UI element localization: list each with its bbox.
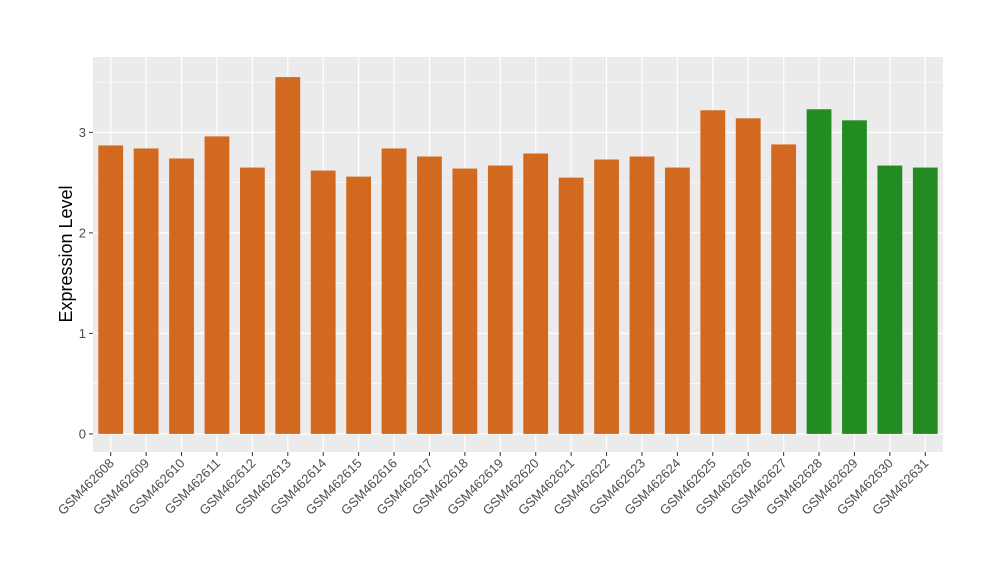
bar-GSM462623	[629, 156, 655, 434]
y-tick-label: 1	[79, 326, 86, 341]
bar-GSM462611	[204, 136, 230, 434]
y-axis: 0 1 2 3	[79, 125, 93, 441]
bar-GSM462614	[310, 170, 336, 434]
bar-GSM462620	[523, 153, 549, 434]
y-tick-label: 3	[79, 125, 86, 140]
bar-GSM462618	[452, 168, 478, 434]
bar-GSM462615	[346, 176, 372, 434]
bar-GSM462630	[877, 165, 903, 434]
y-axis-title: Expression Level	[56, 185, 76, 322]
bar-GSM462628	[806, 109, 832, 434]
plot-panel	[93, 57, 943, 452]
bar-GSM462622	[594, 159, 619, 434]
bar-GSM462629	[842, 120, 867, 434]
bar-GSM462610	[169, 158, 194, 434]
bar-GSM462627	[771, 144, 797, 434]
bar-GSM462621	[558, 177, 584, 434]
x-axis: GSM462608GSM462609GSM462610GSM462611GSM4…	[55, 452, 931, 518]
bar-GSM462608	[98, 145, 124, 434]
y-tick-label: 0	[79, 426, 86, 441]
y-tick-label: 2	[79, 225, 86, 240]
bar-GSM462613	[275, 77, 301, 434]
bars	[98, 77, 938, 434]
bar-GSM462625	[700, 110, 726, 434]
bar-GSM462612	[239, 167, 265, 434]
bar-GSM462609	[133, 148, 159, 434]
bar-GSM462616	[381, 148, 407, 434]
bar-GSM462626	[735, 118, 761, 434]
bar-GSM462631	[912, 167, 938, 434]
bar-GSM462617	[417, 156, 442, 434]
bar-GSM462619	[487, 165, 513, 434]
bar-GSM462624	[664, 167, 690, 434]
